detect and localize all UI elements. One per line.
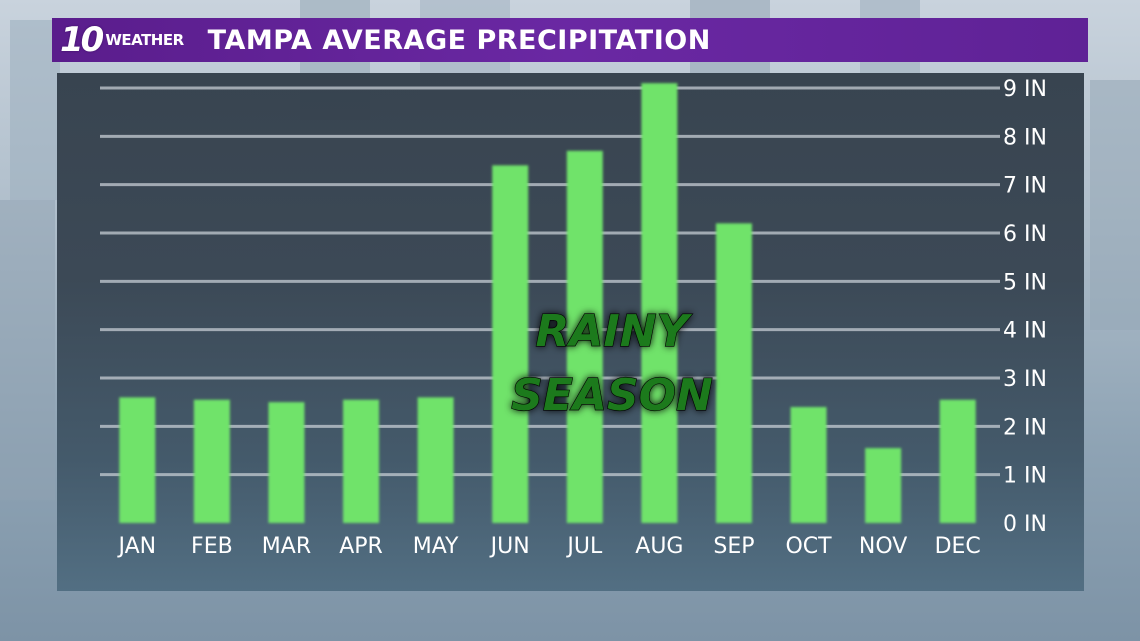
bars (119, 83, 976, 524)
gridlines (100, 86, 1000, 477)
bar-jan (119, 397, 156, 523)
logo-word: WEATHER (105, 31, 184, 49)
chart-title: TAMPA AVERAGE PRECIPITATION (207, 24, 711, 56)
y-tick-label: 3 IN (1003, 367, 1047, 392)
x-tick-label: SEP (713, 534, 754, 559)
y-tick-label: 2 IN (1003, 415, 1047, 440)
y-tick-label: 0 IN (1003, 512, 1047, 537)
x-tick-label: JUL (565, 534, 603, 559)
y-tick-labels: 0 IN 1 IN 2 IN 3 IN 4 IN 5 IN 6 IN 7 IN 8 IN 9 IN (1003, 77, 1047, 537)
y-tick-label: 4 IN (1003, 319, 1047, 344)
bar-sep (715, 223, 752, 524)
annotation-line-2: SEASON (511, 370, 713, 421)
bar-mar (268, 402, 305, 523)
title-bar: 10 WEATHER TAMPA AVERAGE PRECIPITATION (52, 18, 1088, 62)
bar-jun (492, 165, 529, 524)
bar-aug (641, 83, 678, 524)
x-tick-labels: JAN FEB MAR APR MAY JUN JUL AUG SEP OCT NOV DEC (116, 534, 980, 559)
x-tick-label: OCT (785, 534, 832, 559)
y-tick-label: 6 IN (1003, 222, 1047, 247)
bar-dec (939, 399, 976, 523)
bar-apr (343, 399, 380, 523)
x-tick-label: MAY (413, 534, 459, 559)
y-tick-label: 5 IN (1003, 270, 1047, 295)
annotation-line-1: RAINY (536, 306, 693, 357)
x-tick-label: JUN (489, 534, 530, 559)
x-tick-label: JAN (116, 534, 156, 559)
logo-number: 10 (60, 20, 104, 60)
y-tick-label: 9 IN (1003, 77, 1047, 102)
annotation-group: RAINY SEASON (511, 305, 714, 421)
x-tick-label: DEC (935, 534, 981, 559)
x-tick-label: APR (339, 534, 383, 559)
bar-jul (566, 150, 603, 524)
y-tick-label: 8 IN (1003, 125, 1047, 150)
bar-feb (193, 399, 230, 523)
x-tick-label: NOV (859, 534, 907, 559)
x-tick-label: MAR (262, 534, 311, 559)
bar-may (417, 397, 454, 523)
bar-oct (790, 407, 827, 523)
y-tick-label: 7 IN (1003, 174, 1047, 199)
x-tick-label: AUG (635, 534, 683, 559)
station-logo: 10 WEATHER (60, 20, 184, 60)
x-tick-label: FEB (191, 534, 233, 559)
y-tick-label: 1 IN (1003, 464, 1047, 489)
bar-nov (865, 448, 902, 523)
